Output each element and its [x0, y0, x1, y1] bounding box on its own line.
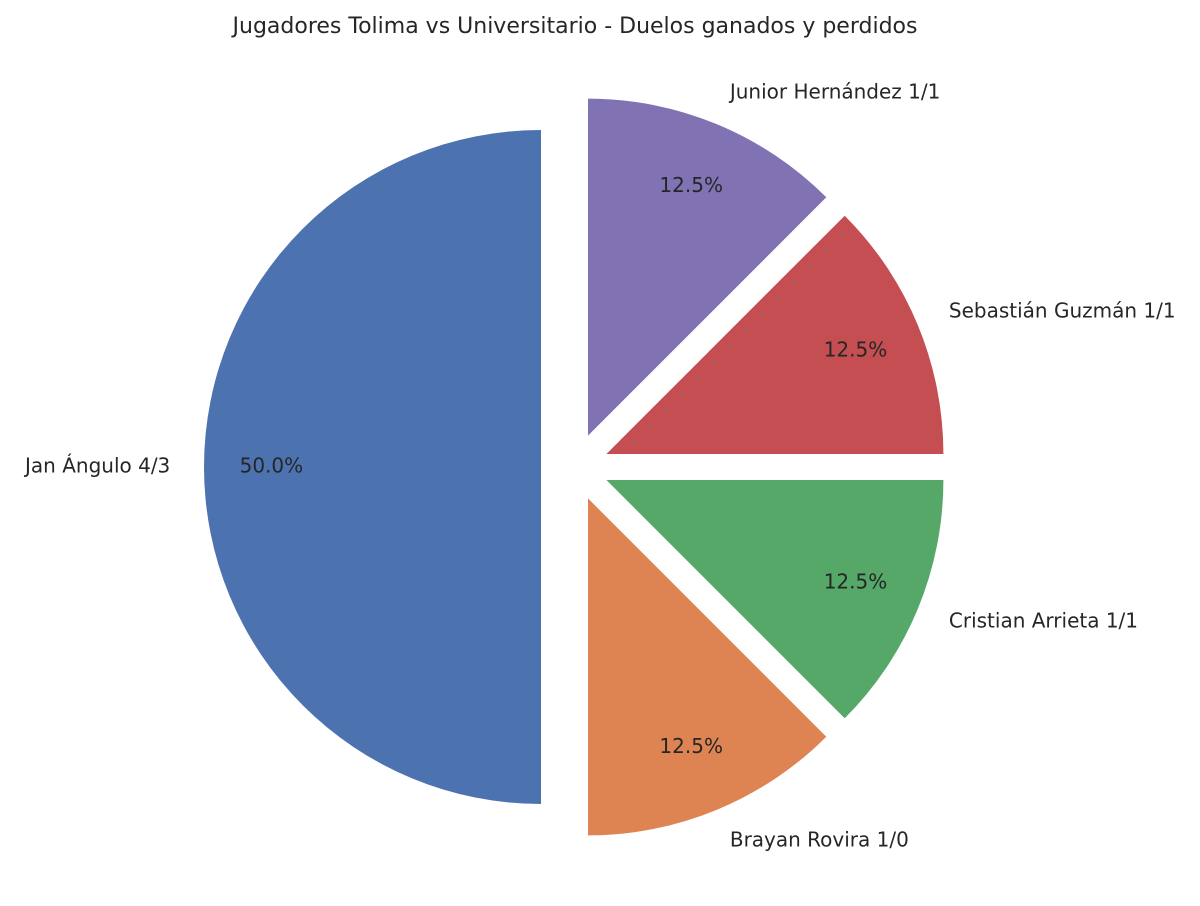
- slice-label: Sebastián Guzmán 1/1: [949, 299, 1176, 323]
- percent-label: 12.5%: [824, 570, 888, 594]
- pie-slice: [588, 98, 827, 436]
- percent-label: 12.5%: [659, 173, 723, 197]
- slice-label: Jan Ángulo 4/3: [23, 454, 170, 478]
- pie-slice: [606, 480, 944, 719]
- percent-label: 12.5%: [659, 734, 723, 758]
- percent-label: 50.0%: [240, 454, 304, 478]
- slice-label: Brayan Rovira 1/0: [730, 827, 909, 851]
- pie-slice: [204, 130, 541, 804]
- pie-slice: [588, 498, 827, 836]
- pie-slice: [606, 215, 944, 454]
- slice-label: Junior Hernández 1/1: [728, 80, 941, 104]
- percent-label: 12.5%: [824, 337, 888, 361]
- chart-title: Jugadores Tolima vs Universitario - Duel…: [231, 14, 918, 39]
- slice-label: Cristian Arrieta 1/1: [949, 608, 1138, 632]
